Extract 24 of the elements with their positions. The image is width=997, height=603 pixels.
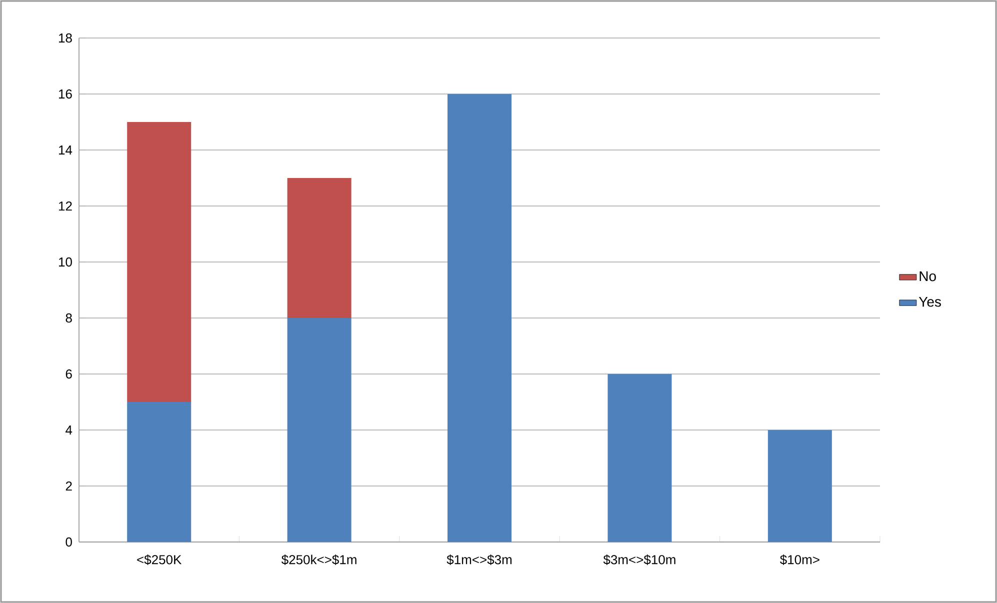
y-tick-label: 12: [58, 201, 72, 211]
x-tick-label: <$250K: [137, 554, 182, 566]
bar: [608, 374, 672, 542]
y-tick-label: 16: [58, 89, 72, 99]
bar: [448, 94, 512, 542]
y-tick-label: 14: [58, 146, 72, 154]
bar: [768, 430, 832, 542]
y-tick-label: 6: [66, 369, 72, 379]
y-tick-label: 2: [66, 481, 72, 491]
bar: [287, 318, 352, 542]
legend-label: No: [920, 271, 936, 282]
y-tick-label: 4: [66, 426, 72, 434]
y-tick-label: 18: [58, 33, 72, 43]
x-tick-label: $250k<>$1m: [281, 554, 356, 566]
bar: [127, 122, 192, 402]
bar: [287, 178, 352, 318]
x-tick-label: $10m>: [780, 554, 820, 566]
legend-label: Yes: [918, 297, 941, 307]
bar: [127, 402, 192, 542]
y-tick-label: 8: [66, 313, 72, 323]
y-tick-label: 0: [66, 537, 72, 547]
x-tick-label: $3m<>$10m: [603, 554, 676, 566]
y-tick-label: 10: [58, 257, 72, 267]
x-tick-label: $1m<>$3m: [446, 554, 512, 566]
